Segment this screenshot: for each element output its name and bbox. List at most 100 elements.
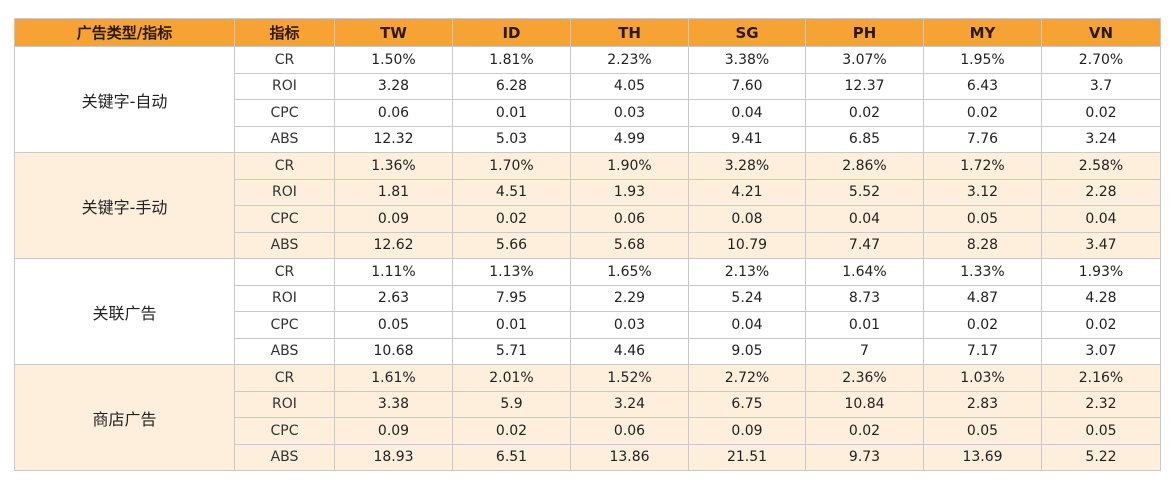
value-cell: 0.06 [334, 99, 453, 127]
value-cell: 0.03 [570, 311, 689, 339]
value-cell: 7 [805, 337, 924, 365]
value-cell: 1.72% [923, 152, 1042, 180]
table-row: ABS 12.32 5.03 4.99 9.41 6.85 7.76 3.24 [15, 125, 1161, 153]
value-cell: 3.28 [334, 72, 453, 100]
table-row: ROI 3.38 5.9 3.24 6.75 10.84 2.83 2.32 [15, 390, 1161, 418]
value-cell: 7.60 [688, 72, 806, 100]
value-cell: 2.16% [1041, 364, 1161, 392]
value-cell: 1.90% [570, 152, 689, 180]
value-cell: 0.08 [688, 205, 806, 233]
value-cell: 5.71 [452, 337, 571, 365]
table-row: CPC 0.06 0.01 0.03 0.04 0.02 0.02 0.02 [15, 99, 1161, 127]
value-cell: 2.23% [570, 46, 689, 74]
value-cell: 3.47 [1041, 231, 1161, 259]
value-cell: 1.95% [923, 46, 1042, 74]
value-cell: 2.28 [1041, 178, 1161, 206]
value-cell: 2.13% [688, 258, 806, 286]
value-cell: 1.93 [570, 178, 689, 206]
table-row: ROI 3.28 6.28 4.05 7.60 12.37 6.43 3.7 [15, 72, 1161, 100]
metric-cell: ABS [234, 337, 335, 365]
value-cell: 7.76 [923, 125, 1042, 153]
value-cell: 0.01 [805, 311, 924, 339]
table-row: 关键字-手动 CR 1.36% 1.70% 1.90% 3.28% 2.86% 1.72% 2.… [14, 152, 1161, 259]
value-cell: 0.09 [334, 205, 453, 233]
metric-cell: ROI [234, 72, 335, 100]
ad-type-cell: 关键字-自动 [14, 46, 235, 153]
value-cell: 3.07 [1041, 337, 1161, 365]
metric-cell: ROI [234, 390, 335, 418]
value-cell: 7.17 [923, 337, 1042, 365]
value-cell: 4.46 [570, 337, 689, 365]
table-body: 关键字-自动 CR 1.50% 1.81% 2.23% 3.38% 3.07% 1.95% 2.… [14, 46, 1161, 471]
value-cell: 2.63 [334, 284, 453, 312]
value-cell: 0.09 [334, 417, 453, 445]
value-cell: 1.13% [452, 258, 571, 286]
metric-cell: ABS [234, 231, 335, 259]
value-cell: 5.9 [452, 390, 571, 418]
value-cell: 5.22 [1041, 443, 1161, 471]
table-row: CPC 0.05 0.01 0.03 0.04 0.01 0.02 0.02 [15, 311, 1161, 339]
value-cell: 2.83 [923, 390, 1042, 418]
value-cell: 0.02 [1041, 311, 1161, 339]
value-cell: 0.04 [688, 311, 806, 339]
value-cell: 4.05 [570, 72, 689, 100]
value-cell: 12.37 [805, 72, 924, 100]
header-country-tw: TW [334, 18, 453, 47]
value-cell: 2.70% [1041, 46, 1161, 74]
value-cell: 3.28% [688, 152, 806, 180]
value-cell: 1.36% [334, 152, 453, 180]
value-cell: 1.33% [923, 258, 1042, 286]
value-cell: 7.95 [452, 284, 571, 312]
value-cell: 5.24 [688, 284, 806, 312]
table-row: ABS 10.68 5.71 4.46 9.05 7 7.17 3.07 [15, 337, 1161, 365]
ad-metrics-table-container: 广告类型/指标 指标 TW ID TH SG PH MY VN 关键字-自动 CR… [14, 18, 1161, 471]
value-cell: 0.09 [688, 417, 806, 445]
value-cell: 0.02 [805, 99, 924, 127]
header-metric: 指标 [234, 18, 335, 47]
value-cell: 13.86 [570, 443, 689, 471]
value-cell: 1.93% [1041, 258, 1161, 286]
ad-metrics-table: 广告类型/指标 指标 TW ID TH SG PH MY VN 关键字-自动 CR… [14, 18, 1161, 471]
value-cell: 1.11% [334, 258, 453, 286]
value-cell: 0.05 [1041, 417, 1161, 445]
value-cell: 2.32 [1041, 390, 1161, 418]
ad-type-cell: 商店广告 [14, 364, 235, 471]
value-cell: 10.79 [688, 231, 806, 259]
table-row: 商店广告 CR 1.61% 2.01% 1.52% 2.72% 2.36% 1.03% 2.16… [14, 364, 1161, 471]
value-cell: 8.28 [923, 231, 1042, 259]
value-cell: 7.47 [805, 231, 924, 259]
value-cell: 2.58% [1041, 152, 1161, 180]
value-cell: 0.05 [334, 311, 453, 339]
value-cell: 3.12 [923, 178, 1042, 206]
header-country-th: TH [570, 18, 689, 47]
header-country-vn: VN [1041, 18, 1161, 47]
value-cell: 6.85 [805, 125, 924, 153]
value-cell: 4.99 [570, 125, 689, 153]
value-cell: 2.01% [452, 364, 571, 392]
value-cell: 1.61% [334, 364, 453, 392]
table-row: ABS 18.93 6.51 13.86 21.51 9.73 13.69 5.22 [15, 443, 1161, 471]
metric-cell: ABS [234, 443, 335, 471]
value-cell: 1.81% [452, 46, 571, 74]
value-cell: 4.87 [923, 284, 1042, 312]
value-cell: 5.66 [452, 231, 571, 259]
value-cell: 5.68 [570, 231, 689, 259]
header-country-id: ID [452, 18, 571, 47]
metric-cell: ROI [234, 178, 335, 206]
value-cell: 0.02 [452, 205, 571, 233]
value-cell: 13.69 [923, 443, 1042, 471]
value-cell: 4.51 [452, 178, 571, 206]
value-cell: 2.36% [805, 364, 924, 392]
value-cell: 3.24 [1041, 125, 1161, 153]
ad-type-cell: 关联广告 [14, 258, 235, 365]
value-cell: 0.02 [452, 417, 571, 445]
value-cell: 5.03 [452, 125, 571, 153]
metric-cell: CR [234, 364, 335, 392]
value-cell: 0.05 [923, 205, 1042, 233]
value-cell: 6.28 [452, 72, 571, 100]
metric-cell: CPC [234, 417, 335, 445]
value-cell: 12.62 [334, 231, 453, 259]
value-cell: 3.07% [805, 46, 924, 74]
value-cell: 0.06 [570, 205, 689, 233]
metric-cell: CR [234, 258, 335, 286]
